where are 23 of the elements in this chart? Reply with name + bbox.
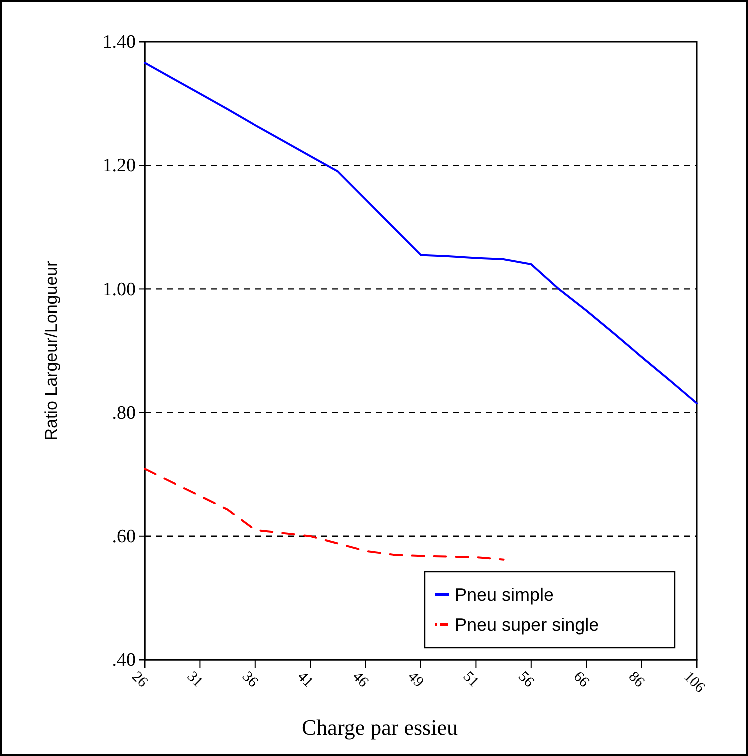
x-tick-label: 51	[460, 669, 482, 691]
line-series	[144, 468, 505, 561]
y-axis-title: Ratio Largeur/Longueur	[42, 260, 61, 441]
y-tick-label: 1.20	[102, 156, 136, 177]
y-tick-label: 1.40	[102, 32, 136, 54]
x-tick-label: 26	[128, 669, 151, 692]
x-axis-title: Charge par essieu	[302, 715, 458, 740]
y-tick-label: .80	[112, 402, 136, 424]
x-tick-label: 56	[515, 669, 538, 692]
y-tick-label: .60	[112, 526, 136, 548]
x-tick-label: 31	[184, 669, 206, 691]
y-tick-label: 1.00	[102, 279, 136, 300]
x-tick-label: 86	[625, 669, 648, 692]
y-tick-label: .40	[112, 650, 136, 672]
line-series	[144, 62, 698, 405]
x-tick-label: 36	[239, 669, 262, 692]
x-tick-label: 66	[570, 669, 593, 692]
x-tick-label: 46	[349, 669, 372, 692]
x-tick-label: 106	[680, 669, 708, 697]
x-tick-label: 41	[294, 669, 316, 691]
legend-label: Pneu super single	[455, 615, 600, 635]
x-tick-label: 49	[404, 669, 427, 691]
legend-label: Pneu simple	[455, 585, 554, 605]
